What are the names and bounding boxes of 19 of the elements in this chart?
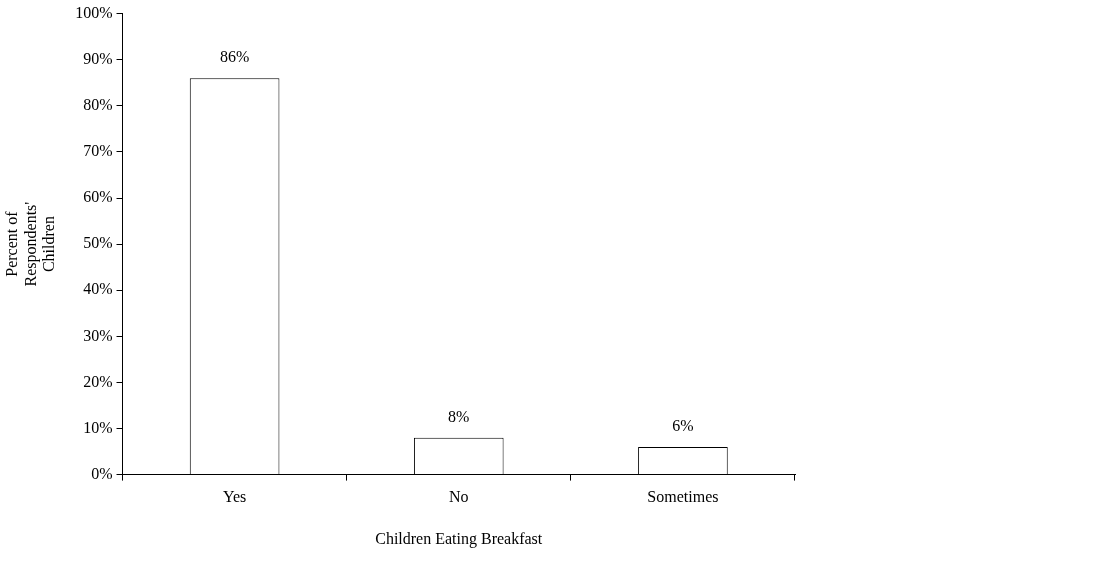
- y-tick-label: 0%: [91, 464, 113, 482]
- data-label: 6%: [672, 417, 694, 435]
- x-tick-label: Yes: [222, 488, 247, 506]
- y-tick-label: 90%: [83, 49, 113, 67]
- x-tick-label: Sometimes: [647, 488, 719, 506]
- y-tick-label: 20%: [83, 372, 113, 390]
- y-tick-label: 100%: [75, 3, 113, 21]
- y-tick-label: 40%: [83, 280, 113, 298]
- x-tick-label: No: [448, 488, 469, 506]
- data-label: 86%: [219, 48, 250, 66]
- y-tick-label: 30%: [83, 326, 113, 344]
- x-axis-title: Children Eating Breakfast: [375, 529, 543, 548]
- y-tick-label: 10%: [83, 418, 113, 436]
- y-tick-label: 70%: [83, 142, 113, 160]
- y-tick-label: 60%: [83, 188, 113, 206]
- data-label: 8%: [448, 407, 470, 425]
- y-axis-title: Percent of Respondents' Children: [3, 201, 58, 287]
- y-tick-label: 50%: [83, 234, 113, 252]
- y-tick-label: 80%: [83, 96, 113, 113]
